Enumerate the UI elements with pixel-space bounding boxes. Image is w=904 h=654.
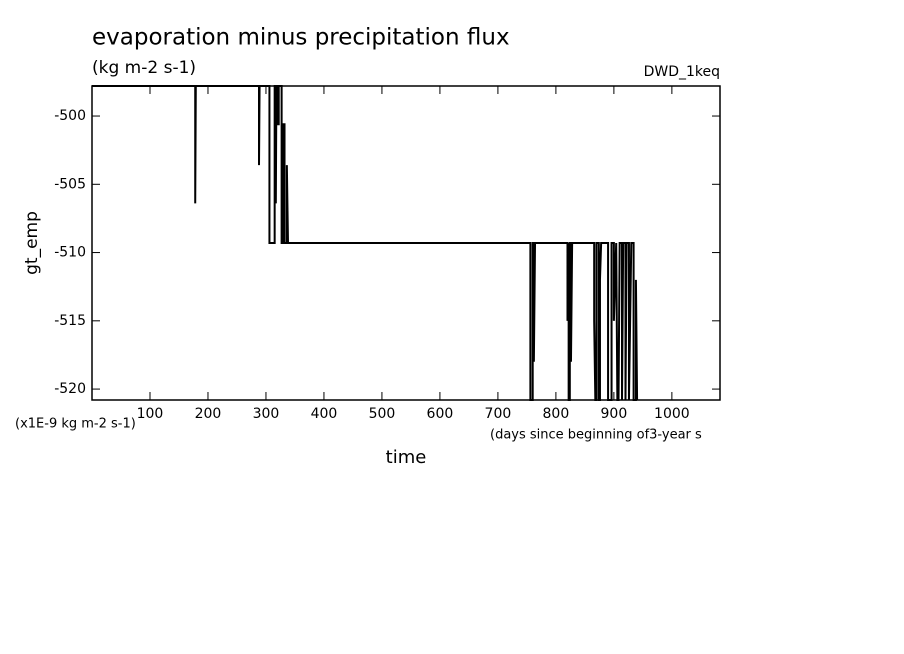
y-tick-label: -510 [54,245,86,261]
y-tick-label: -500 [54,108,86,124]
y-tick-label: -520 [54,381,86,397]
x-tick-label: 200 [195,406,222,422]
x-tick-label: 800 [543,406,570,422]
x-tick-label: 100 [137,406,164,422]
y-tick-label: -505 [54,176,86,192]
y-axis-label: gt_emp [22,211,42,275]
data-line [92,85,639,401]
x-tick-label: 300 [253,406,280,422]
x-axis-label: time [386,447,427,468]
x-tick-label: 900 [601,406,628,422]
x-tick-label: 700 [485,406,512,422]
x-tick-label: 600 [427,406,454,422]
x-tick-label: 400 [311,406,338,422]
plot-frame [91,85,721,401]
x-unit: (days since beginning of3-year s [490,428,702,443]
x-tick-label: 1000 [654,406,690,422]
chart-title: evaporation minus precipitation flux [92,25,510,51]
annotation: DWD_1keq [644,64,720,80]
x-tick-label: 500 [369,406,396,422]
y-unit: (x1E-9 kg m-2 s-1) [15,417,136,432]
chart-subtitle: (kg m-2 s-1) [92,58,196,78]
y-tick-label: -515 [54,313,86,329]
